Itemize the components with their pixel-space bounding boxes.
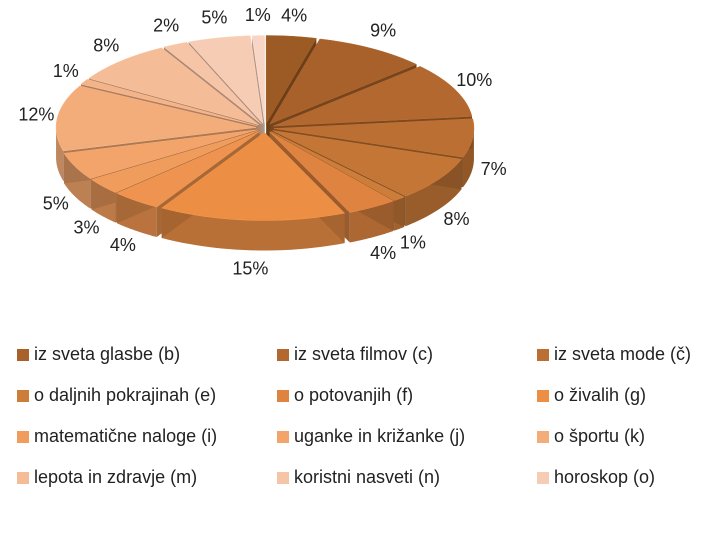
- legend-swatch: [537, 431, 549, 443]
- slice: [265, 35, 317, 125]
- data-label: 12%: [18, 104, 54, 124]
- legend-label: lepota in zdravje (m): [34, 467, 197, 487]
- legend-label: o živalih (g): [554, 385, 646, 405]
- slice: [269, 38, 418, 125]
- slice: [270, 131, 405, 201]
- data-label: 2%: [153, 16, 179, 36]
- legend-label: iz sveta mode (č): [554, 344, 691, 364]
- slice-side: [161, 207, 345, 251]
- slice: [269, 131, 394, 213]
- data-label: 1%: [245, 5, 271, 25]
- legend-swatch: [537, 390, 549, 402]
- slice-side: [56, 127, 64, 181]
- legend-label: horoskop (o): [554, 467, 655, 487]
- legend-swatch: [537, 349, 549, 361]
- slice: [88, 47, 259, 125]
- data-label: 5%: [201, 8, 227, 28]
- data-label: 8%: [443, 209, 469, 229]
- slice: [80, 79, 258, 126]
- data-label: 4%: [110, 235, 136, 255]
- slice: [55, 85, 257, 152]
- slice: [272, 130, 462, 197]
- legend-label: matematične naloge (i): [34, 426, 217, 446]
- data-label: 5%: [43, 193, 69, 213]
- legend-label: o daljnih pokrajinah (e): [34, 385, 216, 405]
- legend-swatch: [17, 390, 29, 402]
- legend-swatch: [17, 431, 29, 443]
- slice: [273, 118, 475, 158]
- legend-label: koristni nasveti (n): [294, 467, 440, 487]
- slice: [251, 35, 265, 124]
- data-label: 1%: [400, 233, 426, 253]
- legend-label: o športu (k): [554, 426, 645, 446]
- legend-swatch: [537, 472, 549, 484]
- legend-label: iz sveta glasbe (b): [34, 344, 180, 364]
- data-label: 8%: [93, 36, 119, 56]
- data-label: 7%: [481, 159, 507, 179]
- legend-swatch: [277, 349, 289, 361]
- data-label: 3%: [73, 217, 99, 237]
- slice: [161, 132, 346, 221]
- data-label: 15%: [232, 259, 268, 279]
- legend-label: iz sveta filmov (c): [294, 344, 433, 364]
- slice: [63, 129, 257, 179]
- legend-label: uganke in križanke (j): [294, 426, 465, 446]
- legend-swatch: [17, 472, 29, 484]
- data-label: 10%: [456, 70, 492, 90]
- slice: [163, 41, 262, 125]
- slice: [90, 130, 259, 193]
- data-label: 4%: [370, 243, 396, 263]
- slice: [116, 131, 260, 208]
- slice: [273, 66, 473, 127]
- slice: [188, 35, 264, 125]
- legend-swatch: [17, 349, 29, 361]
- legend-swatch: [277, 390, 289, 402]
- data-label: 9%: [370, 21, 396, 41]
- legend-swatch: [277, 431, 289, 443]
- data-label: 4%: [281, 6, 307, 26]
- pie-tops: [55, 35, 475, 221]
- legend-swatch: [277, 472, 289, 484]
- data-label: 1%: [53, 61, 79, 81]
- legend-label: o potovanjih (f): [294, 385, 413, 405]
